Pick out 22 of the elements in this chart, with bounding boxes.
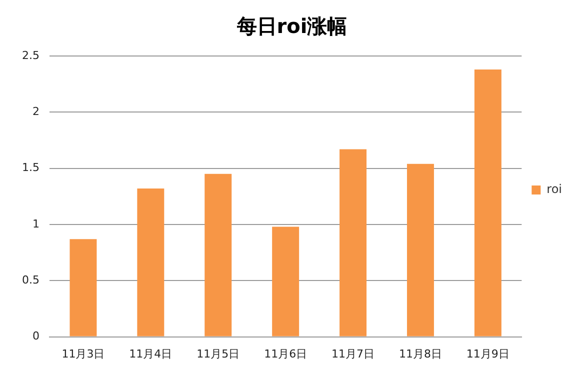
- x-tick-label: 11月8日: [398, 347, 442, 360]
- x-tick-label: 11月4日: [129, 347, 172, 360]
- x-tick-label: 11月7日: [332, 347, 375, 360]
- y-tick-label: 2.5: [22, 48, 40, 62]
- x-tick-label: 11月6日: [264, 347, 308, 360]
- bar: [340, 149, 367, 336]
- y-tick-label: 2: [32, 105, 40, 118]
- y-tick-label: 0.5: [22, 274, 40, 286]
- x-tick-label: 11月3日: [62, 347, 105, 360]
- x-tick-label: 11月5日: [196, 347, 240, 360]
- bar: [137, 188, 164, 336]
- chart-title: 每日roi涨幅: [236, 14, 348, 38]
- x-tick-label: 11月9日: [466, 347, 510, 360]
- bar: [406, 164, 434, 336]
- bar: [204, 174, 232, 336]
- bar: [272, 226, 300, 336]
- y-tick-label: 1: [32, 217, 40, 230]
- bar: [474, 69, 502, 336]
- y-tick-label: 0: [32, 330, 40, 343]
- legend-label: roi: [546, 182, 562, 196]
- bar: [70, 239, 97, 336]
- y-tick-label: 1.5: [22, 161, 40, 174]
